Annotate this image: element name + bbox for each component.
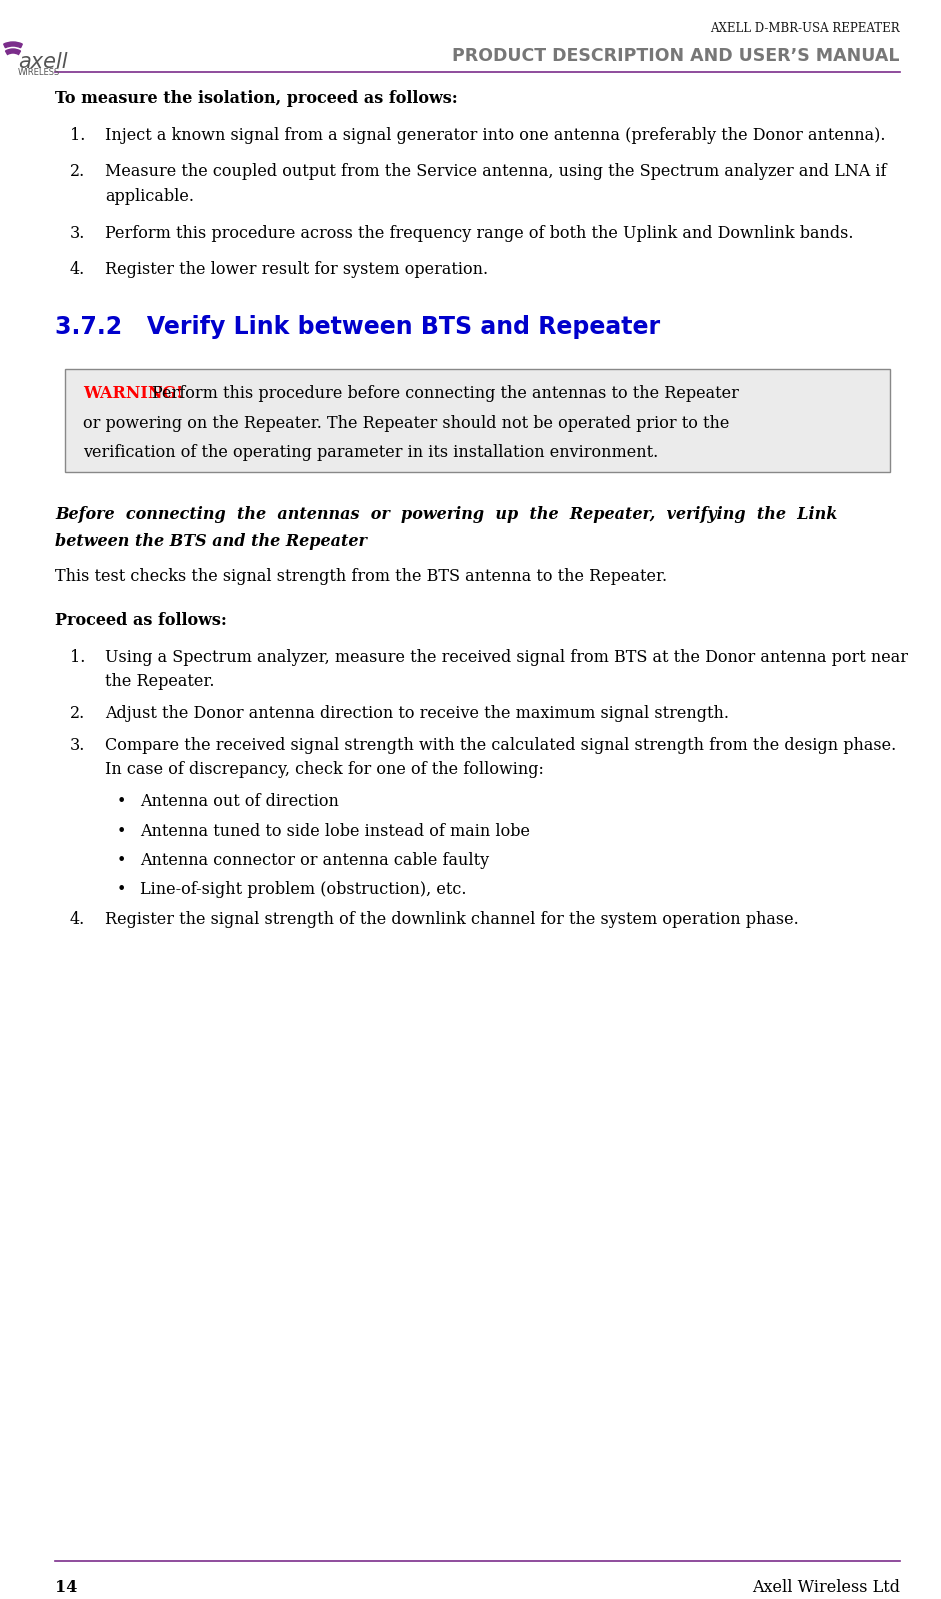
Text: 2.: 2. bbox=[70, 163, 86, 181]
Text: 2.: 2. bbox=[70, 705, 86, 723]
Text: Antenna connector or antenna cable faulty: Antenna connector or antenna cable fault… bbox=[140, 852, 489, 868]
Text: •: • bbox=[117, 822, 126, 839]
Text: axell: axell bbox=[18, 53, 68, 72]
Text: Axell Wireless Ltd: Axell Wireless Ltd bbox=[752, 1578, 900, 1596]
Text: 3.: 3. bbox=[70, 737, 86, 753]
Text: AXELL D-MBR-USA REPEATER: AXELL D-MBR-USA REPEATER bbox=[710, 22, 900, 35]
Text: 4.: 4. bbox=[70, 262, 86, 278]
Text: between the BTS and the Repeater: between the BTS and the Repeater bbox=[55, 534, 367, 550]
Text: Compare the received signal strength with the calculated signal strength from th: Compare the received signal strength wit… bbox=[105, 737, 896, 753]
Text: Using a Spectrum analyzer, measure the received signal from BTS at the Donor ant: Using a Spectrum analyzer, measure the r… bbox=[105, 649, 908, 665]
Text: Before  connecting  the  antennas  or  powering  up  the  Repeater,  verifying  : Before connecting the antennas or poweri… bbox=[55, 507, 837, 523]
Text: Perform this procedure before connecting the antennas to the Repeater: Perform this procedure before connecting… bbox=[152, 385, 739, 403]
Text: Line-of-sight problem (obstruction), etc.: Line-of-sight problem (obstruction), etc… bbox=[140, 881, 467, 899]
Text: or powering on the Repeater. The Repeater should not be operated prior to the: or powering on the Repeater. The Repeate… bbox=[83, 414, 729, 432]
Text: Measure the coupled output from the Service antenna, using the Spectrum analyzer: Measure the coupled output from the Serv… bbox=[105, 163, 886, 181]
Text: Proceed as follows:: Proceed as follows: bbox=[55, 612, 227, 628]
Text: 3.: 3. bbox=[70, 225, 86, 241]
Text: In case of discrepancy, check for one of the following:: In case of discrepancy, check for one of… bbox=[105, 761, 544, 779]
Text: •: • bbox=[117, 881, 126, 899]
Text: •: • bbox=[117, 852, 126, 868]
Text: This test checks the signal strength from the BTS antenna to the Repeater.: This test checks the signal strength fro… bbox=[55, 568, 667, 585]
Text: Perform this procedure across the frequency range of both the Uplink and Downlin: Perform this procedure across the freque… bbox=[105, 225, 853, 241]
Text: the Repeater.: the Repeater. bbox=[105, 673, 215, 691]
Bar bbox=[65, 369, 890, 472]
Text: PRODUCT DESCRIPTION AND USER’S MANUAL: PRODUCT DESCRIPTION AND USER’S MANUAL bbox=[453, 46, 900, 66]
Text: 1.: 1. bbox=[70, 126, 86, 144]
Text: Register the signal strength of the downlink channel for the system operation ph: Register the signal strength of the down… bbox=[105, 911, 799, 927]
Text: verification of the operating parameter in its installation environment.: verification of the operating parameter … bbox=[83, 445, 659, 461]
Text: WIRELESS: WIRELESS bbox=[18, 69, 60, 77]
Text: WARNING!: WARNING! bbox=[83, 385, 183, 403]
Text: 3.7.2   Verify Link between BTS and Repeater: 3.7.2 Verify Link between BTS and Repeat… bbox=[55, 315, 661, 339]
Wedge shape bbox=[4, 42, 23, 48]
Wedge shape bbox=[6, 50, 21, 54]
Text: Antenna out of direction: Antenna out of direction bbox=[140, 793, 339, 811]
Text: Register the lower result for system operation.: Register the lower result for system ope… bbox=[105, 262, 488, 278]
Text: •: • bbox=[117, 793, 126, 811]
Text: applicable.: applicable. bbox=[105, 189, 194, 205]
Text: Inject a known signal from a signal generator into one antenna (preferably the D: Inject a known signal from a signal gene… bbox=[105, 126, 885, 144]
Text: 1.: 1. bbox=[70, 649, 86, 665]
Text: To measure the isolation, proceed as follows:: To measure the isolation, proceed as fol… bbox=[55, 90, 457, 107]
Text: 4.: 4. bbox=[70, 911, 86, 927]
Text: 14: 14 bbox=[55, 1578, 77, 1596]
Text: Adjust the Donor antenna direction to receive the maximum signal strength.: Adjust the Donor antenna direction to re… bbox=[105, 705, 729, 723]
Text: Antenna tuned to side lobe instead of main lobe: Antenna tuned to side lobe instead of ma… bbox=[140, 822, 530, 839]
